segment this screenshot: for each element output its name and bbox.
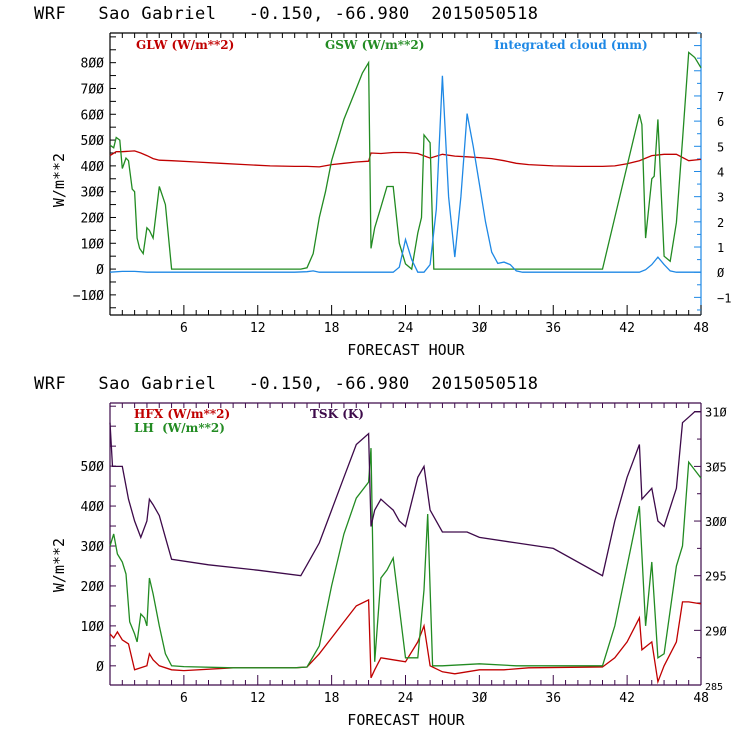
y-tick-label: Ø: [96, 660, 104, 675]
bottom-x-axis-title: FORECAST HOUR: [347, 711, 465, 729]
y-tick-label: −1ØØ: [73, 289, 104, 304]
y-tick-label: 2ØØ: [81, 211, 105, 226]
y-tick-label: 7ØØ: [81, 82, 105, 97]
x-tick-label: 24: [398, 691, 414, 706]
y-tick-label: Ø: [96, 263, 104, 278]
top-chart-title: WRF Sao Gabriel -0.150, -66.980 20150505…: [34, 4, 539, 24]
legend-cloud: Integrated cloud (mm): [494, 38, 648, 52]
legend-lh: LH (W/m**2): [134, 421, 225, 435]
x-tick-label: 42: [619, 691, 635, 706]
bottom-series: [109, 411, 702, 685]
series-line-glw: [109, 150, 702, 168]
y-tick-label: 4ØØ: [81, 160, 105, 175]
x-tick-label: 3Ø: [472, 691, 488, 706]
right-y-tick-label: 2: [717, 216, 724, 230]
x-tick-label: 18: [324, 691, 340, 706]
bottom-chart-title: WRF Sao Gabriel -0.150, -66.980 20150505…: [34, 374, 539, 394]
y-tick-label: 8ØØ: [81, 57, 105, 72]
right-y-tick-label: −1: [717, 291, 731, 305]
right-y-tick-label: 5: [717, 140, 724, 154]
x-tick-label: 48: [693, 691, 709, 706]
legend-gsw: GSW (W/m**2): [325, 38, 424, 52]
series-line-integrated: [109, 75, 701, 273]
right-y-tick-label: 1: [717, 241, 724, 255]
series-line-gsw: [109, 51, 702, 271]
bottom-y-axis-title: W/m**2: [50, 538, 68, 592]
y-tick-label: 5ØØ: [81, 134, 105, 149]
right-y-tick-label: 295: [705, 570, 727, 584]
x-tick-label: 3Ø: [472, 321, 488, 336]
legend-hfx: HFX (W/m**2): [134, 407, 230, 421]
top-chart: 6 12 18 24 3Ø 36 42 48−1ØØØ1ØØ2ØØ3ØØ4ØØ5ØØ6ØØ7Ø…: [50, 32, 731, 359]
x-tick-label: 6: [180, 691, 188, 706]
x-tick-label: 42: [619, 321, 635, 336]
right-y-tick-label: 3ØØ: [705, 515, 727, 529]
legend-glw: GLW (W/m**2): [136, 38, 234, 52]
right-y-tick-label: 6: [717, 115, 724, 129]
right-y-tick-label: Ø: [717, 266, 725, 280]
right-y-tick-label: 4: [717, 165, 724, 179]
right-y-tick-label: 29Ø: [705, 624, 727, 638]
bottom-chart: 6 12 18 24 3Ø 36 42 48 Ø 1ØØ 2ØØ 3ØØ 4ØØ 5ØØ 285 29Ø 295…: [50, 402, 727, 729]
y-tick-label: 6ØØ: [81, 108, 105, 123]
bottom-axes: 6 12 18 24 3Ø 36 42 48 Ø 1ØØ 2ØØ 3ØØ 4ØØ 5ØØ 285 29Ø 295…: [81, 402, 727, 706]
right-y-tick-label: 285: [705, 682, 723, 693]
right-y-tick-label: 7: [717, 90, 724, 104]
right-y-tick-label: 31Ø: [705, 406, 727, 420]
series-line-hfx: [109, 598, 702, 685]
y-tick-label: 4ØØ: [81, 500, 105, 515]
x-tick-label: 36: [545, 321, 561, 336]
right-y-tick-label: 3Ø5: [705, 460, 727, 474]
y-tick-label: 2ØØ: [81, 580, 105, 595]
x-tick-label: 18: [324, 321, 340, 336]
x-tick-label: 12: [250, 691, 266, 706]
x-tick-label: 24: [398, 321, 414, 336]
top-axes: 6 12 18 24 3Ø 36 42 48−1ØØØ1ØØ2ØØ3ØØ4ØØ5ØØ6ØØ7Ø…: [73, 32, 731, 336]
x-tick-label: 12: [250, 321, 266, 336]
top-series: [109, 51, 702, 273]
y-tick-label: 1ØØ: [81, 620, 105, 635]
y-tick-label: 5ØØ: [81, 460, 105, 475]
series-line-tsk: [109, 411, 701, 577]
top-x-axis-title: FORECAST HOUR: [347, 341, 465, 359]
y-tick-label: 3ØØ: [81, 540, 105, 555]
y-tick-label: 1ØØ: [81, 237, 105, 252]
y-tick-label: 3ØØ: [81, 186, 105, 201]
x-tick-label: 48: [693, 321, 709, 336]
x-tick-label: 36: [545, 691, 561, 706]
legend-tsk: TSK (K): [310, 407, 364, 421]
x-tick-label: 6: [180, 321, 188, 336]
series-line-lh: [109, 448, 702, 669]
top-y-axis-title: W/m**2: [50, 153, 68, 207]
right-y-tick-label: 3: [717, 191, 724, 205]
